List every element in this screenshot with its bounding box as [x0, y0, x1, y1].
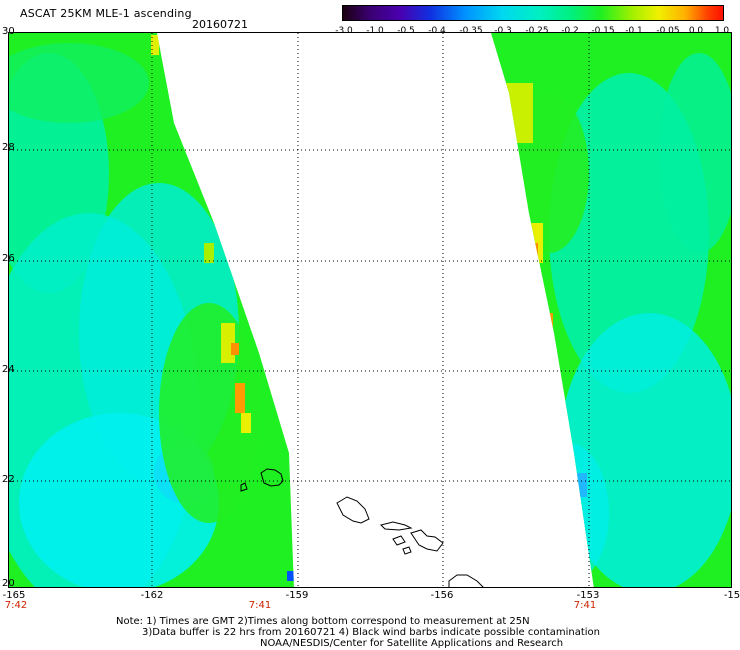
colorbar-tick: 0.0: [688, 26, 704, 36]
time-label: 7:41: [248, 600, 272, 611]
molokai-outline: [380, 521, 413, 531]
colorbar-tick: -0.05: [656, 26, 680, 36]
colorbar-tick: -0.15: [591, 26, 615, 36]
colorbar-tick: 1.0: [714, 26, 730, 36]
lat-label: 24: [2, 364, 15, 375]
lon-label: -15: [723, 590, 740, 601]
time-label: 7:41: [573, 600, 597, 611]
colorbar-tick: -3.0: [335, 26, 353, 36]
note-line-1: Note: 1) Times are GMT 2)Times along bot…: [116, 616, 530, 627]
lat-label: 30: [2, 26, 15, 37]
kahoolawe-outline: [402, 546, 412, 555]
coastline-hawaii: [240, 468, 484, 587]
graticule: [9, 33, 731, 587]
colorbar: [342, 5, 724, 21]
oahu-outline: [336, 496, 370, 524]
kauai-outline: [260, 468, 284, 487]
credit-line: NOAA/NESDIS/Center for Satellite Applica…: [260, 638, 564, 649]
right-swath: [491, 33, 731, 587]
map-date: 20160721: [192, 18, 248, 31]
maui-outline: [410, 529, 444, 552]
left-swath: [9, 33, 294, 587]
colorbar-tick: -0.25: [525, 26, 549, 36]
lon-label: -165: [2, 590, 26, 601]
colorbar-tick: -0.5: [397, 26, 415, 36]
map-title: ASCAT 25KM MLE-1 ascending: [20, 7, 192, 20]
lon-label: -156: [430, 590, 454, 601]
lat-label: 26: [2, 253, 15, 264]
colorbar-tick: -0.1: [625, 26, 643, 36]
lon-label: -159: [285, 590, 309, 601]
lat-label: 20: [2, 578, 15, 589]
colorbar-tick: -0.35: [459, 26, 483, 36]
lon-label: -153: [576, 590, 600, 601]
lat-label: 22: [2, 474, 15, 485]
lanai-outline: [392, 535, 406, 546]
colorbar-tick: -0.4: [428, 26, 446, 36]
big-island-outline: [448, 574, 484, 587]
time-label: 7:42: [4, 600, 28, 611]
colorbar-tick: -1.0: [366, 26, 384, 36]
map-canvas: [9, 33, 731, 587]
lon-label: -162: [140, 590, 164, 601]
note-line-2: 3)Data buffer is 22 hrs from 20160721 4)…: [142, 627, 600, 638]
niihau-outline: [240, 482, 248, 492]
colorbar-tick: -0.2: [561, 26, 579, 36]
colorbar-tick: -0.3: [494, 26, 512, 36]
map-plot-area: [8, 32, 732, 588]
lat-label: 28: [2, 142, 15, 153]
